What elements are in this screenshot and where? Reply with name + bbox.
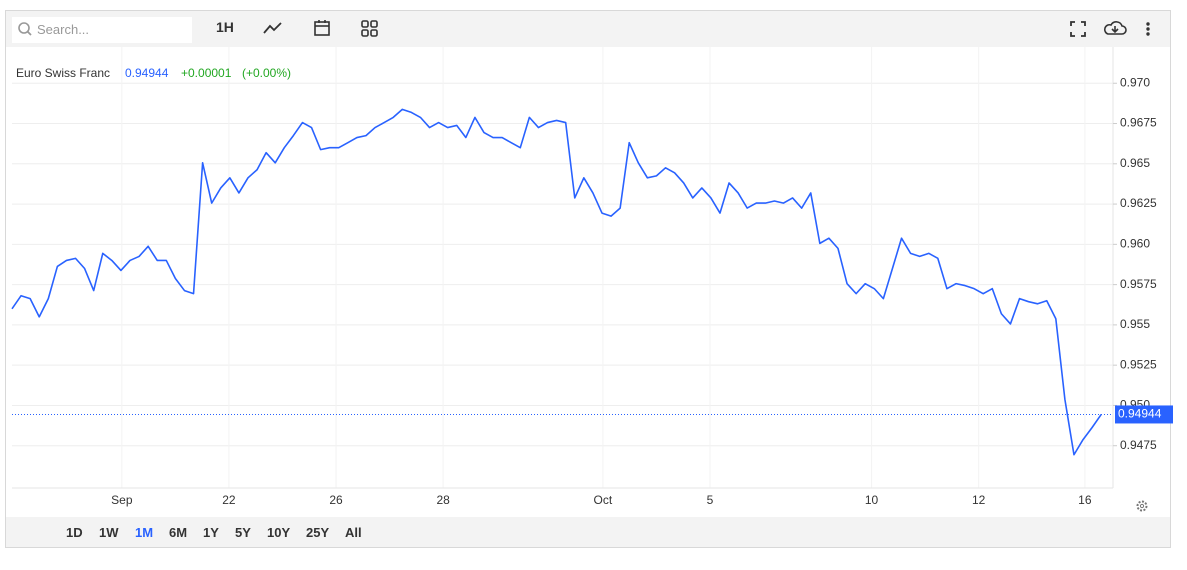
range-button[interactable]: 1Y: [203, 525, 219, 540]
chart-widget: Search... 1H 1D 1W 1M 6M 1Y 5Y 10Y 25Y All: [5, 10, 1171, 548]
download-icon[interactable]: [1104, 21, 1127, 35]
calendar-icon[interactable]: [314, 20, 330, 36]
chart-type-icon[interactable]: [263, 22, 282, 34]
menu-icon[interactable]: [1146, 22, 1150, 36]
toolbar-right-icons: [1070, 21, 1150, 37]
range-button[interactable]: 1W: [99, 525, 119, 540]
range-button[interactable]: All: [345, 525, 362, 540]
search-box[interactable]: Search...: [12, 17, 192, 43]
range-button[interactable]: 6M: [169, 525, 188, 540]
indicators-icon[interactable]: [361, 20, 378, 37]
range-button[interactable]: 1M: [135, 525, 154, 540]
fullscreen-icon[interactable]: [1070, 21, 1086, 37]
toolbar-icons: [263, 20, 378, 37]
toolbar: Search... 1H: [6, 11, 1170, 47]
range-button[interactable]: 25Y: [306, 525, 330, 540]
search-icon: [18, 22, 32, 36]
range-bar: 1D 1W 1M 6M 1Y 5Y 10Y 25Y All: [6, 517, 1170, 547]
search-placeholder: Search...: [37, 22, 90, 37]
range-button[interactable]: 1D: [66, 525, 83, 540]
interval-button[interactable]: 1H: [216, 19, 234, 35]
range-button[interactable]: 5Y: [235, 525, 251, 540]
range-button[interactable]: 10Y: [267, 525, 291, 540]
